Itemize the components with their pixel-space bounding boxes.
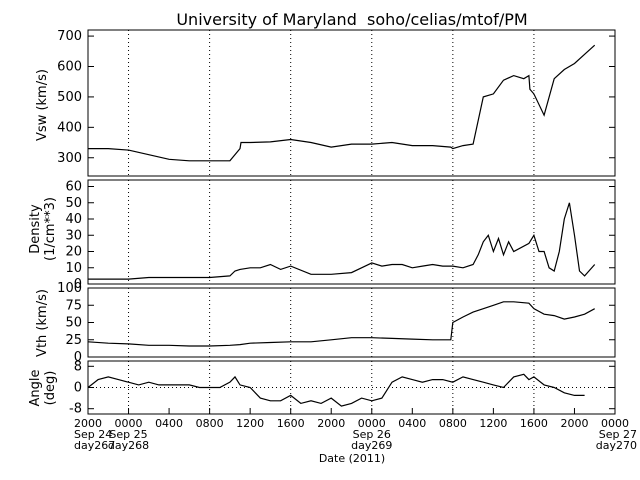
y-tick-label: 60: [65, 180, 82, 195]
panel-density: Density(1/cm**3): [28, 197, 58, 261]
y-tick-label: 400: [57, 120, 82, 135]
day-date-label: Sep 26: [353, 428, 391, 441]
day-date-label: Sep 27: [599, 428, 637, 441]
x-tick-label: 1600: [520, 417, 548, 430]
y-tick-label: 50: [65, 316, 82, 331]
y-tick-label: -8: [69, 402, 82, 417]
y-tick-label: 75: [65, 298, 82, 313]
x-tick-label: 1200: [236, 417, 264, 430]
day-date-label: Sep 25: [109, 428, 147, 441]
day-doy-label: day270: [596, 439, 637, 452]
y-tick-label: 50: [65, 196, 82, 211]
x-tick-label: 1600: [277, 417, 305, 430]
plot-frame: [87, 179, 616, 285]
x-axis: 2000 0000 0400 0800 1200 1600 2000 0000 0400 0800…: [74, 408, 637, 452]
plot-frame: [87, 29, 616, 177]
x-tick-label: 0800: [439, 417, 467, 430]
y-tick-label: 10: [65, 261, 82, 276]
day-doy-label: day269: [351, 439, 392, 452]
y-tick-label: 20: [65, 245, 82, 260]
y-tick-label: 0: [74, 381, 82, 396]
x-tick-label: 2000: [317, 417, 345, 430]
day-doy-label: day268: [108, 439, 149, 452]
ylabel-density: Density(1/cm**3): [28, 197, 58, 261]
y-tick-label: 100: [57, 281, 82, 296]
y-tick-label: 0: [74, 277, 82, 292]
day-date-label: Sep 24: [74, 428, 112, 441]
y-tick-label: 30: [65, 228, 82, 243]
ylabel-angle: Angle(deg): [28, 370, 58, 407]
y-tick-label: 500: [57, 90, 82, 105]
x-tick-label: 1200: [479, 417, 507, 430]
series-line-density: [88, 202, 596, 280]
ylabel-vsw: Vsw (km/s): [35, 69, 50, 141]
y-tick-label: 600: [57, 60, 82, 75]
plot-frame: [87, 287, 616, 358]
chart-title: University of Maryland soho/celias/mtof/…: [176, 10, 527, 29]
ylabel-vth: Vth (km/s): [35, 289, 50, 357]
x-tick-label: 2000: [560, 417, 588, 430]
x-tick-label: 0000: [358, 417, 386, 430]
panel-vsw: Vsw (km/s): [35, 69, 50, 141]
y-tick-label: 300: [57, 151, 82, 166]
x-tick-label: 0400: [398, 417, 426, 430]
x-tick-label: 0000: [601, 417, 629, 430]
series-line-vth: [87, 301, 595, 347]
x-tick-label: 0800: [196, 417, 224, 430]
y-tick-label: 0: [74, 350, 82, 365]
y-tick-label: 25: [65, 333, 82, 348]
series-line-vsw: [88, 44, 596, 162]
y-tick-label: 8: [74, 359, 82, 374]
plot-vth: 0 25 50 75 100: [57, 281, 616, 365]
plot-vsw: 300 400 500 600 700: [57, 29, 616, 177]
y-tick-label: 40: [65, 212, 82, 227]
x-tick-label: 2000: [74, 417, 102, 430]
panel-vth: Vth (km/s): [35, 289, 50, 357]
series-line-angle: [87, 373, 585, 407]
x-tick-label: 0400: [155, 417, 183, 430]
x-tick-label: 0000: [115, 417, 143, 430]
panel-angle: Angle(deg): [28, 370, 58, 407]
plot-angle: -8 0 8: [69, 359, 616, 417]
y-tick-label: 700: [57, 29, 82, 44]
day-doy-label: day267: [74, 439, 115, 452]
plot-frame: [87, 360, 616, 415]
x-axis-label: Date (2011): [319, 452, 385, 465]
